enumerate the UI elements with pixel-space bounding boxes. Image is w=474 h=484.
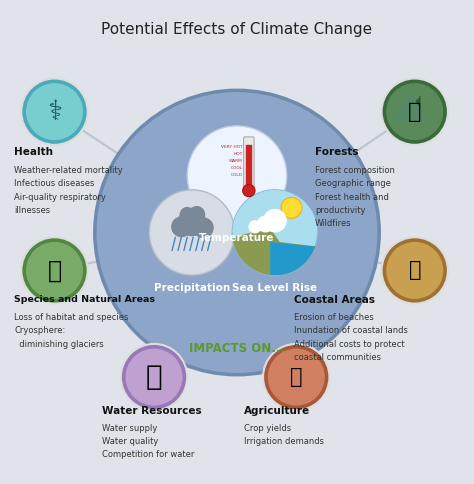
Text: Potential Effects of Climate Change: Potential Effects of Climate Change <box>101 22 373 37</box>
Circle shape <box>263 209 287 232</box>
Text: WARM: WARM <box>229 159 243 163</box>
Circle shape <box>26 242 83 299</box>
Circle shape <box>21 237 88 303</box>
FancyBboxPatch shape <box>244 137 254 192</box>
Polygon shape <box>405 99 417 119</box>
Text: Geographic range: Geographic range <box>315 180 391 188</box>
Text: ⚕: ⚕ <box>47 98 62 126</box>
Circle shape <box>95 91 379 375</box>
Polygon shape <box>232 228 318 275</box>
Circle shape <box>193 217 214 238</box>
Text: Species and Natural Areas: Species and Natural Areas <box>14 295 155 304</box>
Circle shape <box>281 197 302 218</box>
Circle shape <box>268 348 325 406</box>
Text: Agriculture: Agriculture <box>244 406 310 416</box>
Text: Erosion of beaches: Erosion of beaches <box>294 313 374 322</box>
Text: Weather-related mortality: Weather-related mortality <box>14 166 123 175</box>
Circle shape <box>257 215 274 232</box>
Polygon shape <box>270 242 318 275</box>
Text: Irrigation demands: Irrigation demands <box>244 437 324 446</box>
Text: 🏚: 🏚 <box>290 367 302 387</box>
Text: Precipitation: Precipitation <box>154 283 230 293</box>
Text: COOL: COOL <box>231 166 243 170</box>
Text: 💧: 💧 <box>146 363 163 391</box>
Circle shape <box>248 220 262 233</box>
Text: Air-quality respiratory: Air-quality respiratory <box>14 193 106 202</box>
Text: Loss of habitat and species: Loss of habitat and species <box>14 313 128 322</box>
Polygon shape <box>391 93 429 121</box>
Text: Health: Health <box>14 147 53 157</box>
Text: Competition for water: Competition for water <box>102 450 194 459</box>
Circle shape <box>178 208 206 236</box>
Text: Water supply: Water supply <box>102 424 157 433</box>
Circle shape <box>232 190 318 275</box>
Text: HOT: HOT <box>234 152 243 156</box>
Text: Forest health and: Forest health and <box>315 193 389 202</box>
Circle shape <box>188 206 205 223</box>
Text: Coastal Areas: Coastal Areas <box>294 295 375 305</box>
Text: Infectious diseases: Infectious diseases <box>14 180 95 188</box>
Circle shape <box>386 242 443 299</box>
Text: Temperature: Temperature <box>199 233 275 243</box>
Text: illnesses: illnesses <box>14 206 50 215</box>
Circle shape <box>26 83 83 140</box>
Text: productivity: productivity <box>315 206 366 215</box>
Text: 🌲: 🌲 <box>408 102 421 121</box>
Circle shape <box>263 344 329 410</box>
Text: VERY HOT: VERY HOT <box>221 145 243 149</box>
Circle shape <box>180 207 195 222</box>
Text: IMPACTS ON...: IMPACTS ON... <box>189 342 285 355</box>
Circle shape <box>149 190 235 275</box>
Text: Forest composition: Forest composition <box>315 166 395 175</box>
Text: Additional costs to protect: Additional costs to protect <box>294 340 404 348</box>
Text: diminishing glaciers: diminishing glaciers <box>14 340 104 348</box>
Circle shape <box>171 216 192 237</box>
Text: Water Resources: Water Resources <box>102 406 201 416</box>
Text: Cryosphere:: Cryosphere: <box>14 326 65 335</box>
Text: 🏖: 🏖 <box>409 260 421 280</box>
Text: Forests: Forests <box>315 147 359 157</box>
Polygon shape <box>397 101 408 119</box>
Text: COLD: COLD <box>231 173 243 177</box>
Circle shape <box>386 83 443 140</box>
Circle shape <box>243 184 255 197</box>
Circle shape <box>21 78 88 145</box>
Text: coastal communities: coastal communities <box>294 353 381 362</box>
Circle shape <box>187 126 287 226</box>
Circle shape <box>126 348 182 406</box>
Text: 🌄: 🌄 <box>47 258 62 283</box>
Text: Wildfires: Wildfires <box>315 219 352 228</box>
Text: Crop yields: Crop yields <box>244 424 291 433</box>
Text: Water quality: Water quality <box>102 437 158 446</box>
Polygon shape <box>406 95 420 119</box>
Circle shape <box>382 78 448 145</box>
Wedge shape <box>232 190 318 232</box>
Text: Inundation of coastal lands: Inundation of coastal lands <box>294 326 408 335</box>
Circle shape <box>121 344 187 410</box>
Circle shape <box>382 237 448 303</box>
Text: Sea Level Rise: Sea Level Rise <box>232 283 318 293</box>
